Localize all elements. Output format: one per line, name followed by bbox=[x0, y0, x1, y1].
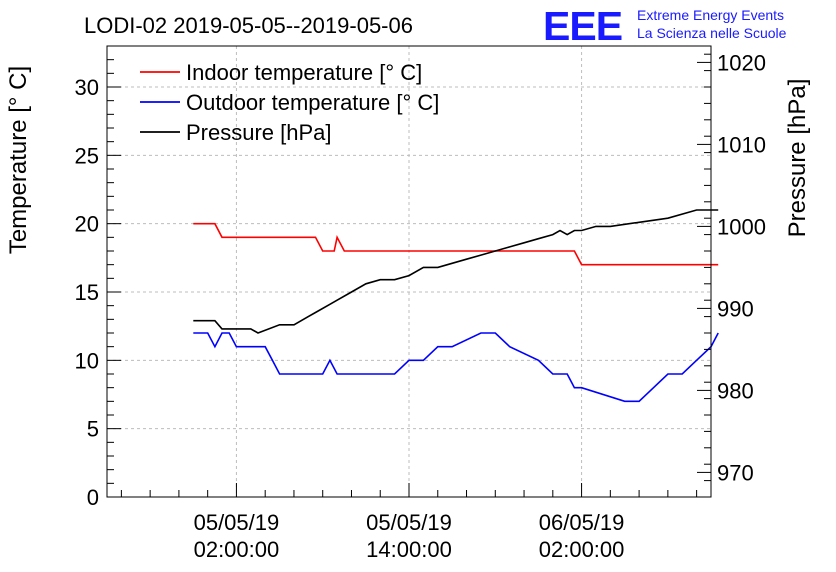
eee-logo: EEE Extreme Energy Events La Scienza nel… bbox=[543, 3, 787, 49]
y2-tick-label: 1020 bbox=[717, 50, 766, 75]
series-layer bbox=[193, 209, 719, 403]
y2-axis-label: Pressure [hPa] bbox=[784, 79, 811, 238]
series-line-0 bbox=[193, 222, 719, 266]
x-tick-label-time: 02:00:00 bbox=[539, 537, 625, 562]
y-tick-label: 30 bbox=[75, 75, 99, 100]
series-line-1 bbox=[193, 332, 719, 403]
legend: Indoor temperature [° C] Outdoor temperat… bbox=[140, 60, 439, 145]
y-tick-label: 5 bbox=[87, 417, 99, 442]
y2-tick-label: 1000 bbox=[717, 214, 766, 239]
x-tick-label-date: 05/05/19 bbox=[194, 510, 280, 535]
y2-tick-label: 990 bbox=[717, 296, 754, 321]
y-tick-label: 15 bbox=[75, 280, 99, 305]
eee-logo-letters: EEE bbox=[543, 3, 622, 49]
y2-tick-label: 980 bbox=[717, 378, 754, 403]
y-tick-label: 0 bbox=[87, 485, 99, 510]
legend-label-0: Indoor temperature [° C] bbox=[186, 60, 422, 85]
y-tick-label: 20 bbox=[75, 212, 99, 237]
x-tick-label-time: 02:00:00 bbox=[194, 537, 280, 562]
eee-logo-line2: La Scienza nelle Scuole bbox=[637, 25, 787, 41]
y-tick-label: 10 bbox=[75, 348, 99, 373]
eee-logo-line1: Extreme Energy Events bbox=[637, 7, 784, 23]
y-axis-label: Temperature [° C] bbox=[5, 66, 32, 254]
chart-title: LODI-02 2019-05-05--2019-05-06 bbox=[84, 13, 413, 38]
axes: 0 5 10 15 20 25 30 970 980 990 1000 1010 1020 05/05/1… bbox=[75, 45, 766, 562]
y2-tick-label: 970 bbox=[717, 460, 754, 485]
legend-label-1: Outdoor temperature [° C] bbox=[186, 90, 439, 115]
x-tick-label-date: 05/05/19 bbox=[366, 510, 452, 535]
y2-tick-label: 1010 bbox=[717, 132, 766, 157]
x-tick-label-time: 14:00:00 bbox=[366, 537, 452, 562]
y-tick-label: 25 bbox=[75, 143, 99, 168]
x-tick-label-date: 06/05/19 bbox=[539, 510, 625, 535]
series-line-2 bbox=[193, 209, 719, 334]
legend-label-2: Pressure [hPa] bbox=[186, 120, 332, 145]
